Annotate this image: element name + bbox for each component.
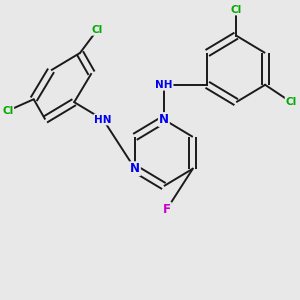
Text: Cl: Cl bbox=[92, 25, 103, 35]
Text: Cl: Cl bbox=[231, 4, 242, 15]
Text: N: N bbox=[159, 113, 169, 126]
Text: Cl: Cl bbox=[286, 97, 297, 107]
Text: F: F bbox=[163, 203, 171, 216]
Text: NH: NH bbox=[155, 80, 172, 90]
Text: Cl: Cl bbox=[2, 106, 13, 116]
Text: N: N bbox=[130, 162, 140, 175]
Text: HN: HN bbox=[94, 115, 112, 124]
